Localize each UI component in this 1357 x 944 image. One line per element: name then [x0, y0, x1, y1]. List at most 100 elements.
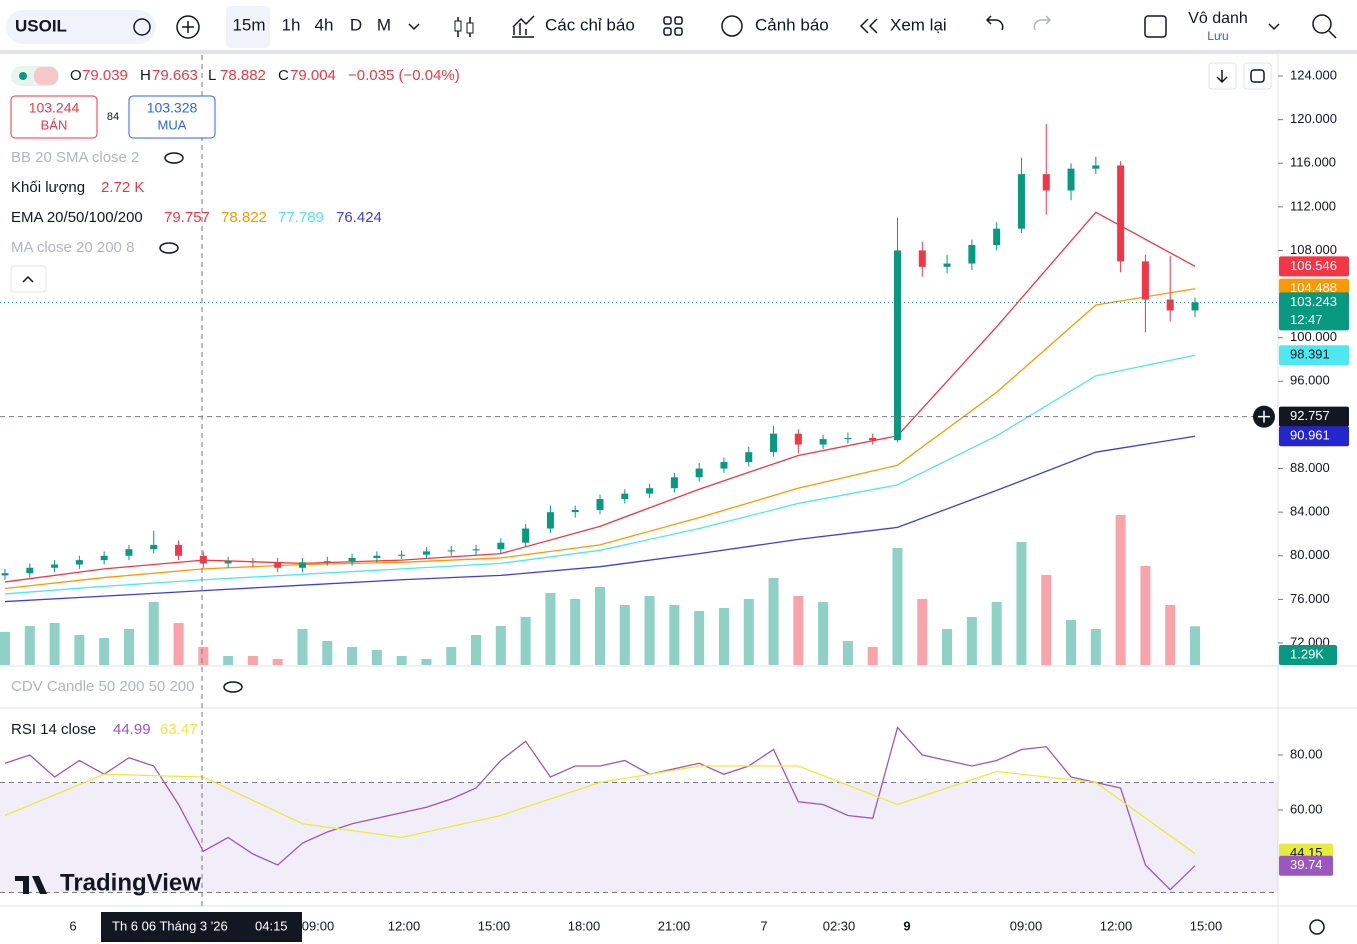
volume-bar — [520, 617, 531, 665]
volume-bar — [644, 596, 655, 665]
buy-button[interactable] — [128, 95, 216, 139]
undo[interactable] — [985, 15, 1004, 31]
interval[interactable]: 1h — [282, 15, 301, 34]
volume-bar — [297, 629, 308, 665]
candle-body — [943, 263, 951, 267]
interval[interactable]: 4h — [315, 15, 334, 34]
countdown: 12:47 — [1290, 312, 1323, 327]
sell-price[interactable]: 103.244 — [29, 100, 80, 116]
symbol-search[interactable] — [6, 10, 156, 44]
ema-line — [4, 288, 1196, 590]
ohlc-key: O — [70, 67, 82, 84]
cdv-indicator[interactable]: CDV Candle 50 200 50 200 — [11, 678, 194, 695]
save-status[interactable]: Lưu — [1207, 29, 1228, 43]
rsi-ma-value: 63.47 — [160, 721, 198, 738]
volume-bar — [842, 641, 853, 665]
price-tick-label: 124.000 — [1290, 67, 1337, 82]
redo[interactable] — [1033, 15, 1052, 31]
candle-body — [150, 544, 158, 550]
price-label: 104.488 — [1290, 280, 1337, 295]
rsi-band — [0, 782, 1278, 893]
rsi-line — [4, 726, 1196, 891]
hidden-icon[interactable] — [159, 242, 179, 254]
candle-body — [1042, 174, 1050, 191]
symbol[interactable]: USOIL — [15, 16, 67, 35]
alert-button[interactable]: Cảnh báo — [755, 15, 829, 34]
price-tick-label: 116.000 — [1290, 155, 1336, 170]
volume-bar — [446, 647, 457, 665]
volume-bar — [966, 617, 977, 665]
candle-body — [348, 557, 356, 562]
alert-icon[interactable] — [721, 15, 743, 37]
candle-body — [249, 561, 257, 563]
volume-bar — [123, 629, 134, 665]
volume-bar — [223, 656, 234, 665]
volume-bar — [917, 599, 928, 665]
volume-bar — [1041, 575, 1052, 665]
chart-type-icon-b — [466, 22, 474, 34]
collapse-legend[interactable] — [10, 265, 47, 293]
time-label: 18:00 — [568, 918, 601, 933]
volume-bar — [173, 623, 184, 665]
volume-bar — [1140, 566, 1151, 665]
bb-indicator[interactable]: BB 20 SMA close 2 — [11, 149, 139, 166]
rsi-indicator[interactable]: RSI 14 close — [11, 721, 96, 738]
candle-body — [1, 573, 9, 576]
indicators-icon[interactable] — [512, 15, 535, 38]
interval-active[interactable] — [226, 6, 270, 48]
symbol-icon[interactable] — [133, 18, 151, 36]
interval[interactable]: D — [350, 15, 362, 34]
volume-bar — [347, 647, 358, 665]
scroll-icon — [1216, 70, 1228, 84]
rsi-ma-line — [4, 765, 1196, 855]
chart-type-icon-a — [454, 20, 462, 32]
candle-body — [1191, 302, 1199, 311]
candle-body — [1141, 261, 1149, 300]
ma-indicator[interactable]: MA close 20 200 8 — [11, 239, 134, 256]
candle-body — [770, 433, 778, 453]
market-status — [34, 67, 58, 85]
time-label: 6 — [69, 918, 76, 933]
volume-bar — [471, 635, 482, 665]
volume-bar — [793, 596, 804, 665]
interval-dropdown[interactable] — [408, 23, 420, 31]
hidden-icon[interactable] — [223, 681, 243, 693]
volume-bar — [198, 647, 209, 665]
price-label-box — [1279, 256, 1349, 277]
layout-button[interactable] — [1144, 15, 1167, 38]
time-label: 12:00 — [388, 918, 421, 933]
hidden-icon[interactable] — [164, 152, 184, 164]
layouts-icon[interactable] — [663, 16, 683, 36]
buy-label[interactable]: MUA — [158, 117, 187, 132]
indicators-button[interactable]: Các chỉ báo — [545, 15, 635, 34]
time-label: 9 — [903, 918, 910, 933]
rsi-value: 44.99 — [113, 721, 151, 738]
search-icon[interactable] — [1312, 14, 1332, 34]
candle-body — [993, 228, 1001, 246]
toolbar — [0, 0, 1357, 52]
volume-indicator[interactable]: Khối lượng — [11, 179, 85, 196]
buy-price[interactable]: 103.328 — [147, 100, 198, 116]
volume-bar — [619, 605, 630, 665]
volume-bar — [768, 578, 779, 665]
ema-indicator[interactable]: EMA 20/50/100/200 — [11, 209, 143, 226]
volume-bar — [818, 602, 829, 665]
reset-button[interactable] — [1243, 62, 1272, 90]
add-symbol[interactable] — [176, 15, 200, 39]
settings-icon[interactable] — [1309, 919, 1325, 935]
volume-bar — [1090, 629, 1101, 665]
user-name[interactable]: Vô danh — [1188, 10, 1248, 27]
interval[interactable]: M — [377, 15, 391, 34]
replay-icon[interactable] — [859, 18, 878, 34]
brand-logo — [15, 876, 47, 894]
volume-bar — [743, 599, 754, 665]
save-dropdown[interactable] — [1268, 23, 1280, 31]
volume-bar — [1115, 515, 1126, 665]
candle-body — [918, 250, 926, 267]
sell-label[interactable]: BÁN — [41, 117, 68, 132]
candle-body — [968, 245, 976, 264]
interval[interactable]: 15m — [232, 15, 265, 34]
sell-button[interactable] — [10, 95, 98, 139]
replay-button[interactable]: Xem lại — [890, 15, 947, 34]
